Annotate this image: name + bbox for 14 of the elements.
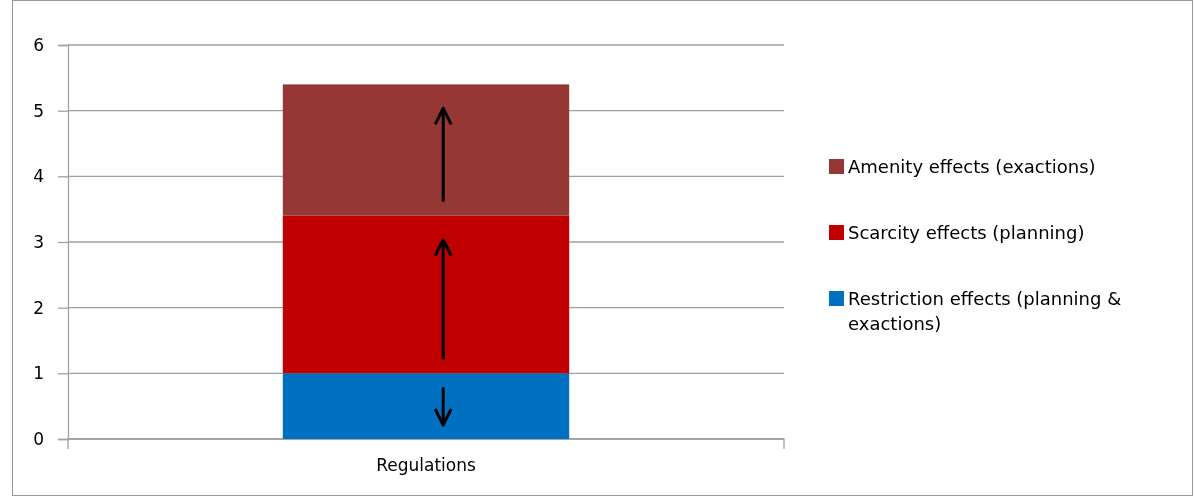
x-tick-label: Regulations	[376, 455, 476, 476]
bar	[282, 373, 570, 439]
y-tick-label: 6	[33, 34, 44, 55]
bar	[282, 215, 570, 374]
legend-label: Scarcity effects (planning)	[848, 222, 1085, 243]
y-tick-label: 4	[33, 166, 44, 187]
legend-label: Amenity effects (exactions)	[848, 156, 1096, 177]
y-tick-label: 5	[33, 100, 44, 121]
y-tick-label: 0	[33, 428, 44, 449]
y-tick-label: 2	[33, 297, 44, 318]
bar	[282, 84, 570, 216]
y-tick-label: 1	[33, 363, 44, 384]
y-tick-label: 3	[33, 231, 44, 252]
legend-label: Restriction effects (planning & exactions)	[848, 288, 1122, 334]
